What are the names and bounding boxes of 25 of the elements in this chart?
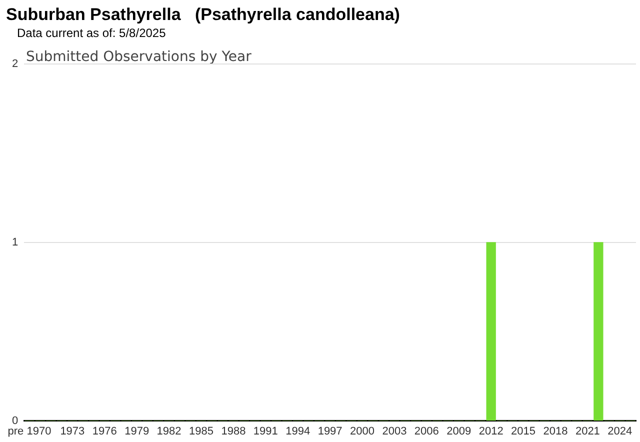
- x-tick-label: 2015: [511, 425, 536, 438]
- y-tick-label: 1: [12, 236, 18, 248]
- x-tick-label: 1991: [253, 425, 278, 438]
- x-tick-label: 1982: [156, 425, 182, 438]
- chart-subtitle: Data current as of: 5/8/2025: [17, 26, 166, 40]
- x-tick-label: 2018: [543, 425, 568, 438]
- y-tick-label: 2: [12, 58, 18, 70]
- x-tick-label: 2021: [575, 425, 600, 438]
- x-tick-label: 1997: [318, 425, 342, 438]
- annotation: Submitted Observations by Year: [26, 49, 252, 65]
- x-tick-label: 1985: [189, 425, 214, 438]
- x-tick-label: 2003: [382, 425, 407, 438]
- x-tick-label: 2000: [350, 425, 375, 438]
- y-tick-label: 0: [12, 414, 18, 427]
- x-tick-label: 1994: [286, 425, 310, 438]
- x-tick-label: 1979: [124, 425, 150, 438]
- chart-title: Suburban Psathyrella (Psathyrella candolleana): [6, 5, 400, 25]
- x-tick-label: 1976: [92, 425, 117, 438]
- x-tick-label: 1973: [60, 425, 85, 438]
- x-tick-label: 2024: [608, 425, 632, 438]
- x-tick-label: 2009: [446, 425, 472, 438]
- x-tick-label: 2006: [414, 425, 439, 438]
- x-tick-label: pre 1970: [8, 425, 52, 438]
- x-tick-label: 2012: [478, 425, 504, 438]
- x-tick-label: 1988: [221, 425, 246, 438]
